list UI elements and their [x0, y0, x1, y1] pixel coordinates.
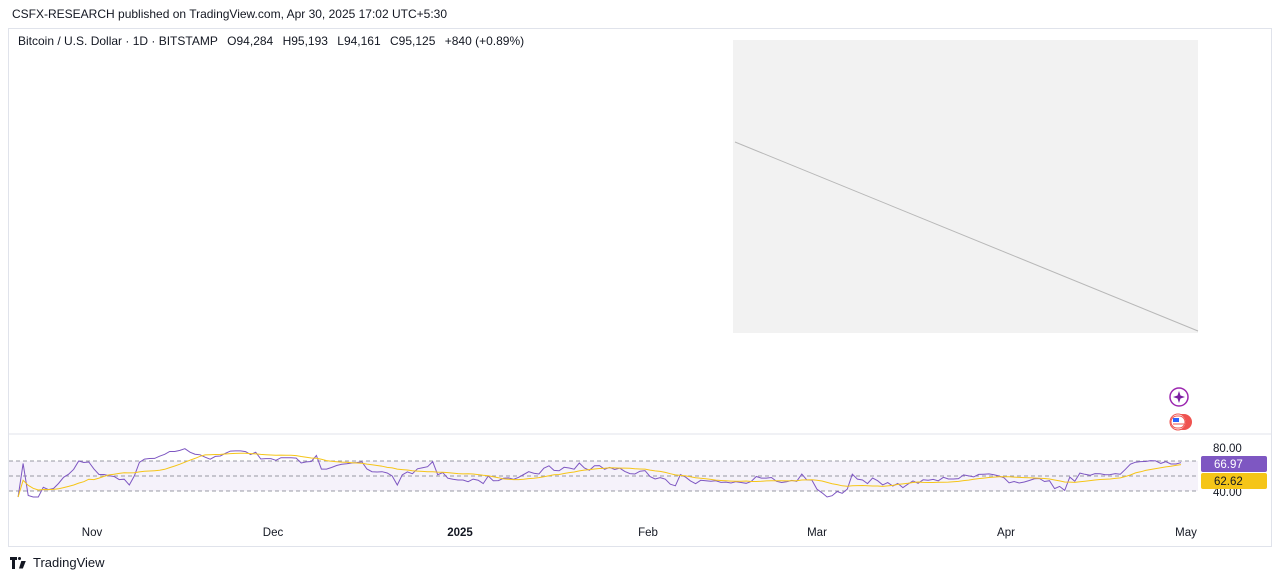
time-tick-label: Apr	[997, 527, 1015, 539]
high-value: H95,193	[282, 34, 328, 48]
open-value: O94,284	[227, 34, 274, 48]
rsi-lower-label: 40.00	[1213, 487, 1242, 499]
time-tick-label: Dec	[263, 527, 284, 539]
rsi-upper-label: 80.00	[1213, 443, 1242, 455]
rsi-value-tag-bg	[1201, 456, 1267, 472]
close-value: C95,125	[390, 34, 436, 48]
symbol-name[interactable]: Bitcoin / U.S. Dollar · 1D · BITSTAMP	[18, 34, 218, 48]
publisher-line: CSFX-RESEARCH published on TradingView.c…	[12, 7, 448, 21]
rsi-ma-tag-text: 62.62	[1214, 476, 1243, 488]
chart-panel[interactable]	[8, 28, 1272, 547]
time-tick-label: May	[1175, 527, 1197, 539]
fib-zone	[733, 40, 1198, 333]
time-tick-label: Feb	[638, 527, 658, 539]
rsi-ma-line[interactable]	[17, 452, 1182, 498]
time-tick-label: Mar	[807, 527, 827, 539]
change-value: +840 (+0.89%)	[444, 34, 525, 48]
brand-name: TradingView	[33, 555, 105, 570]
time-tick-label: Nov	[82, 527, 103, 539]
rsi-pane: 80.00 40.00	[9, 443, 1242, 499]
flag-icon[interactable]	[1169, 413, 1192, 431]
rsi-line[interactable]	[17, 448, 1182, 498]
symbol-legend: Bitcoin / U.S. Dollar · 1D · BITSTAMP O9…	[18, 34, 530, 48]
rsi-value-tag-text: 66.97	[1214, 459, 1243, 471]
tradingview-logo-icon	[10, 556, 27, 569]
sparkle-icon[interactable]	[1169, 387, 1189, 407]
footer-brand[interactable]: TradingView	[10, 555, 105, 570]
rsi-value-tag[interactable]: 66.97	[1201, 456, 1267, 472]
rsi-ma-tag-bg	[1201, 473, 1267, 489]
low-value: L94,161	[337, 34, 381, 48]
trendline[interactable]	[734, 141, 1199, 332]
time-axis: Nov Dec 2025 Feb Mar Apr May	[82, 527, 1197, 539]
time-tick-label: 2025	[447, 527, 473, 539]
rsi-ma-tag[interactable]: 62.62	[1201, 473, 1267, 489]
